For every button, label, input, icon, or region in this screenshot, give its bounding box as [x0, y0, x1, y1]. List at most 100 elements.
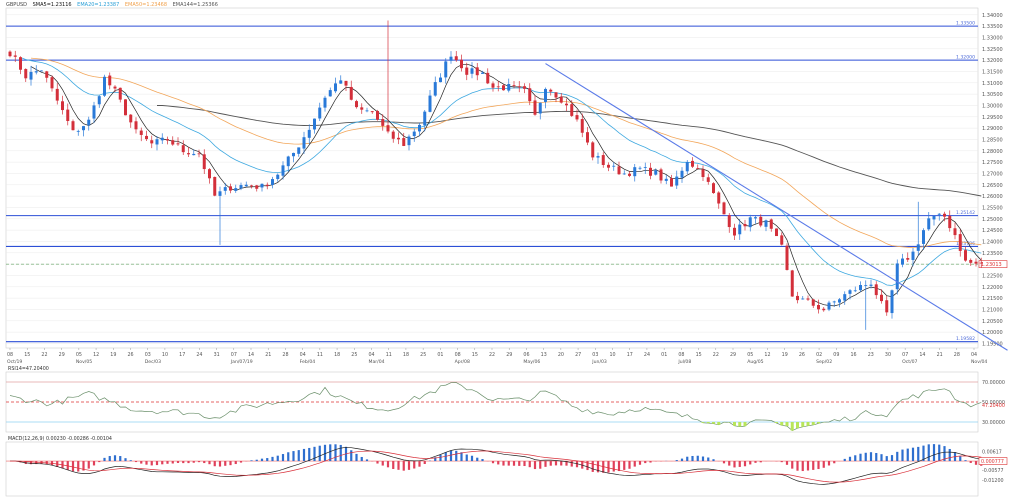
date-tick-day: 25	[420, 352, 426, 358]
candle-body	[885, 300, 889, 313]
candle-body	[701, 169, 705, 178]
macd-value-box	[978, 457, 1008, 465]
candle-body	[208, 169, 211, 179]
price-tick-label: 1.24000	[982, 239, 1003, 245]
ema50-line	[30, 57, 982, 248]
candle-body	[239, 185, 243, 189]
candle-body	[806, 298, 810, 300]
date-tick-day: 31	[214, 352, 220, 358]
date-tick-month: May/06	[523, 359, 540, 365]
candle-body	[953, 228, 957, 236]
price-tick-label: 1.31000	[982, 81, 1003, 87]
candle-body	[344, 80, 348, 86]
legend-ema50: EMA50=1.23468	[124, 2, 168, 8]
rsi-legend: RSI14=47.20400	[8, 366, 49, 372]
candle-body	[596, 156, 600, 158]
symbol-label: GBPUSD	[6, 2, 28, 8]
level-label: 1.23786	[956, 241, 975, 247]
candle-body	[843, 294, 847, 301]
candle-body	[418, 124, 421, 132]
candle-body	[286, 156, 290, 167]
candle-body	[895, 263, 899, 290]
candle-body	[822, 308, 826, 311]
candle-body	[922, 230, 925, 244]
date-tick-month: Dec/03	[145, 359, 161, 365]
date-tick-day: 02	[816, 352, 822, 358]
price-tick-label: 1.29500	[982, 115, 1003, 121]
date-tick-day: 25	[351, 352, 357, 358]
candle-body	[155, 139, 159, 145]
grid	[5, 7, 979, 497]
date-tick-month: Nov/05	[76, 359, 92, 365]
candle-body	[176, 143, 180, 145]
price-tick-label: 1.22500	[982, 273, 1003, 279]
candle-body	[733, 227, 736, 236]
date-tick-day: 10	[610, 352, 616, 358]
candle-body	[433, 82, 437, 96]
level-label: 1.32000	[956, 55, 975, 61]
candle-body	[512, 85, 516, 86]
date-tick-day: 17	[627, 352, 633, 358]
candle-body	[108, 75, 112, 86]
candle-body	[481, 72, 484, 74]
level-label: 1.33500	[956, 21, 975, 27]
candle-body	[801, 298, 805, 300]
date-tick-month: Feb/04	[300, 359, 316, 365]
moving-averages	[20, 57, 982, 307]
candle-body	[748, 217, 752, 228]
candle-body	[412, 131, 416, 137]
date-tick-day: 21	[265, 352, 271, 358]
candle-body	[906, 258, 910, 260]
current-price-label: 1.23013	[981, 262, 1002, 268]
date-tick-day: 18	[334, 352, 340, 358]
candle-body	[302, 137, 306, 149]
macd-legend: MACD(12,26,9) 0.00230 -0.00286 -0.00104	[8, 436, 112, 442]
macd-line	[10, 446, 982, 485]
date-tick-day: 24	[644, 352, 650, 358]
date-tick-day: 17	[179, 352, 185, 358]
candle-body	[764, 220, 768, 227]
candle-body	[150, 140, 154, 144]
candle-body	[890, 290, 894, 314]
candle-body	[591, 142, 595, 158]
legend-ema20: EMA20=1.23387	[77, 2, 120, 8]
candle-body	[601, 155, 605, 165]
horizontal-levels: 1.33500 1.32000 1.25142 1.23786 1.19582	[6, 21, 978, 343]
ema20-line	[20, 57, 982, 286]
candle-body	[775, 228, 778, 237]
candle-body	[82, 126, 85, 131]
candle-body	[523, 86, 526, 89]
candle-body	[381, 119, 385, 126]
date-tick-day: 09	[833, 352, 839, 358]
date-tick-month: Oct/07	[902, 359, 917, 365]
candle-body	[649, 167, 652, 176]
candle-body	[197, 153, 201, 155]
candle-body	[92, 105, 96, 119]
candle-body	[538, 102, 542, 114]
candle-body	[407, 136, 411, 146]
candle-body	[271, 179, 274, 185]
candle-body	[785, 245, 789, 270]
candle-body	[71, 121, 75, 131]
candle-body	[901, 258, 904, 265]
price-tick-label: 1.29000	[982, 126, 1003, 132]
date-tick-day: 11	[386, 352, 392, 358]
candle-body	[465, 67, 469, 75]
date-tick-day: 18	[403, 352, 409, 358]
candle-body	[496, 86, 500, 88]
date-tick-day: 24	[196, 352, 202, 358]
price-tick-label: 1.19500	[982, 341, 1003, 347]
rsi-level-label: 70.00000	[982, 380, 1005, 386]
candle-body	[40, 70, 43, 72]
date-tick-month: Apr/08	[455, 359, 470, 365]
candle-body	[19, 57, 22, 70]
date-tick-day: 01	[437, 352, 443, 358]
candle-body	[255, 185, 259, 189]
candle-body	[607, 164, 610, 168]
candle-body	[969, 259, 973, 263]
candle-body	[276, 174, 280, 180]
date-tick-month: Oct/19	[7, 359, 22, 365]
candle-body	[223, 187, 227, 191]
candle-body	[586, 132, 589, 143]
